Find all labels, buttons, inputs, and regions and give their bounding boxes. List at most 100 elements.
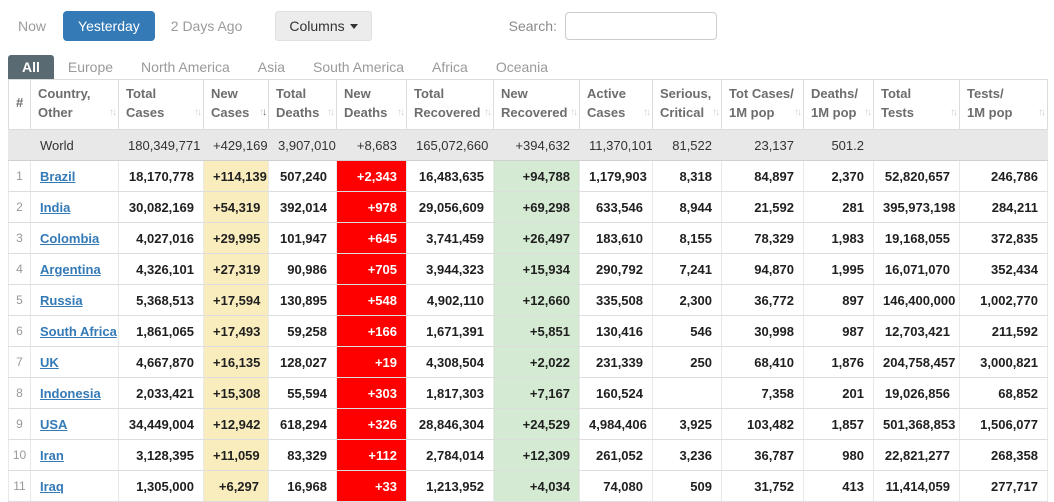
tab-north-america[interactable]: North America [141, 59, 230, 75]
now-link[interactable]: Now [18, 18, 47, 34]
cell-total-tests: 52,820,657 [873, 160, 960, 192]
cell-total-recovered: 3,741,459 [406, 222, 494, 254]
cell-rank: 6 [8, 315, 31, 347]
yesterday-button[interactable]: Yesterday [63, 11, 155, 41]
cell-deaths-1m: 1,857 [803, 408, 874, 440]
cell-tests-1m: 211,592 [959, 315, 1048, 347]
tab-asia[interactable]: Asia [257, 59, 285, 75]
header-cell-tests-1m[interactable]: Tests/ 1M pop ↑↓ [959, 79, 1048, 130]
cell-tests-1m [959, 129, 1048, 161]
header-cell-new-deaths[interactable]: New Deaths ↑↓ [336, 79, 407, 130]
table-row: 2 India 30,082,169 +54,319 392,014 +978 29,056… [8, 191, 1048, 223]
cell-total-tests: 19,026,856 [873, 377, 960, 409]
header-cell-total-tests[interactable]: Total Tests ↑↓ [873, 79, 960, 130]
cell-rank: 1 [8, 160, 31, 192]
cell-new-deaths: +303 [336, 377, 407, 409]
cell-total-recovered: 1,213,952 [406, 470, 494, 502]
country-link[interactable]: Colombia [40, 230, 100, 246]
country-link[interactable]: Argentina [40, 261, 101, 277]
sort-arrows-icon: ↑↓ [1038, 106, 1046, 118]
cell-active-cases: 11,370,101 [579, 129, 653, 161]
world-row: World 180,349,771 +429,169 3,907,010 +8,683 1… [8, 129, 1048, 161]
cell-total-tests: 12,703,421 [873, 315, 960, 347]
header-cell-deaths-1m[interactable]: Deaths/ 1M pop ↑↓ [803, 79, 874, 130]
cell-total-deaths: 90,986 [268, 253, 337, 285]
cell-tests-1m: 246,786 [959, 160, 1048, 192]
cell-rank: 10 [8, 439, 31, 471]
covid-stats-table: # Country, Other ↑↓ Total Cases ↑↓ New Cases ↑… [8, 79, 1048, 502]
caret-down-icon [349, 24, 358, 29]
cell-new-recovered: +24,529 [493, 408, 580, 440]
header-cell-total-deaths[interactable]: Total Deaths ↑↓ [268, 79, 337, 130]
cell-rank: 5 [8, 284, 31, 316]
header-cell-total-recovered[interactable]: Total Recovered ↑↓ [406, 79, 494, 130]
cell-total-tests: 22,821,277 [873, 439, 960, 471]
cell-active-cases: 261,052 [579, 439, 653, 471]
cell-total-deaths: 130,895 [268, 284, 337, 316]
country-link[interactable]: Iraq [40, 478, 64, 494]
cell-total-cases: 30,082,169 [118, 191, 204, 223]
header-cell-serious-critical[interactable]: Serious, Critical ↑↓ [652, 79, 722, 130]
country-link[interactable]: India [40, 199, 71, 215]
cell-new-cases: +17,594 [203, 284, 269, 316]
cell-serious-critical: 2,300 [652, 284, 722, 316]
search-input[interactable] [564, 12, 717, 40]
country-link[interactable]: UK [40, 354, 59, 370]
columns-button[interactable]: Columns [275, 11, 372, 41]
sort-arrows-icon: ↑↓ [397, 106, 405, 118]
cell-new-deaths: +548 [336, 284, 407, 316]
cell-tot-cases-1m: 84,897 [721, 160, 804, 192]
country-link[interactable]: Russia [40, 292, 83, 308]
cell-new-cases: +6,297 [203, 470, 269, 502]
search-label: Search: [508, 18, 557, 34]
header-cell-new-recovered[interactable]: New Recovered ↑↓ [493, 79, 580, 130]
cell-rank: 8 [8, 377, 31, 409]
tab-south-america[interactable]: South America [312, 59, 405, 75]
cell-serious-critical: 7,241 [652, 253, 722, 285]
cell-active-cases: 183,610 [579, 222, 653, 254]
header-cell-tot-cases-1m[interactable]: Tot Cases/ 1M pop ↑↓ [721, 79, 804, 130]
header-cell-active-cases[interactable]: Active Cases ↑↓ [579, 79, 653, 130]
country-link[interactable]: USA [40, 416, 68, 432]
cell-new-deaths: +19 [336, 346, 407, 378]
cell-new-cases: +15,308 [203, 377, 269, 409]
cell-new-recovered: +12,309 [493, 439, 580, 471]
tab-oceania[interactable]: Oceania [495, 59, 548, 75]
cell-country: Indonesia [30, 377, 119, 409]
country-link[interactable]: Iran [40, 447, 64, 463]
country-link[interactable]: South Africa [40, 323, 117, 339]
header-cell-total-cases[interactable]: Total Cases ↑↓ [118, 79, 204, 130]
cell-new-recovered: +394,632 [493, 129, 580, 161]
header-cell-new-cases[interactable]: New Cases ↑↓ [203, 79, 269, 130]
header-cell-country[interactable]: Country, Other ↑↓ [30, 79, 119, 130]
cell-new-deaths: +705 [336, 253, 407, 285]
cell-serious-critical: 3,925 [652, 408, 722, 440]
tab-europe[interactable]: Europe [67, 59, 114, 75]
cell-deaths-1m: 1,983 [803, 222, 874, 254]
cell-total-cases: 180,349,771 [118, 129, 204, 161]
cell-rank: 2 [8, 191, 31, 223]
two-days-ago-link[interactable]: 2 Days Ago [170, 18, 243, 34]
cell-tests-1m: 3,000,821 [959, 346, 1048, 378]
cell-total-cases: 18,170,778 [118, 160, 204, 192]
cell-total-cases: 1,861,065 [118, 315, 204, 347]
cell-tot-cases-1m: 103,482 [721, 408, 804, 440]
country-link[interactable]: Brazil [40, 168, 76, 184]
tab-all[interactable]: All [8, 55, 54, 79]
cell-total-recovered: 2,784,014 [406, 439, 494, 471]
header-cell-rank: # [8, 79, 31, 130]
country-link[interactable]: Indonesia [40, 385, 101, 401]
cell-tot-cases-1m: 31,752 [721, 470, 804, 502]
cell-country: India [30, 191, 119, 223]
cell-total-recovered: 1,817,303 [406, 377, 494, 409]
cell-total-deaths: 83,329 [268, 439, 337, 471]
cell-rank: 9 [8, 408, 31, 440]
tab-africa[interactable]: Africa [432, 59, 468, 75]
cell-country: USA [30, 408, 119, 440]
cell-total-recovered: 4,308,504 [406, 346, 494, 378]
sort-arrows-icon: ↑↓ [864, 106, 872, 118]
cell-new-cases: +17,493 [203, 315, 269, 347]
cell-new-recovered: +94,788 [493, 160, 580, 192]
cell-country: World [30, 129, 119, 161]
cell-tests-1m: 1,002,770 [959, 284, 1048, 316]
